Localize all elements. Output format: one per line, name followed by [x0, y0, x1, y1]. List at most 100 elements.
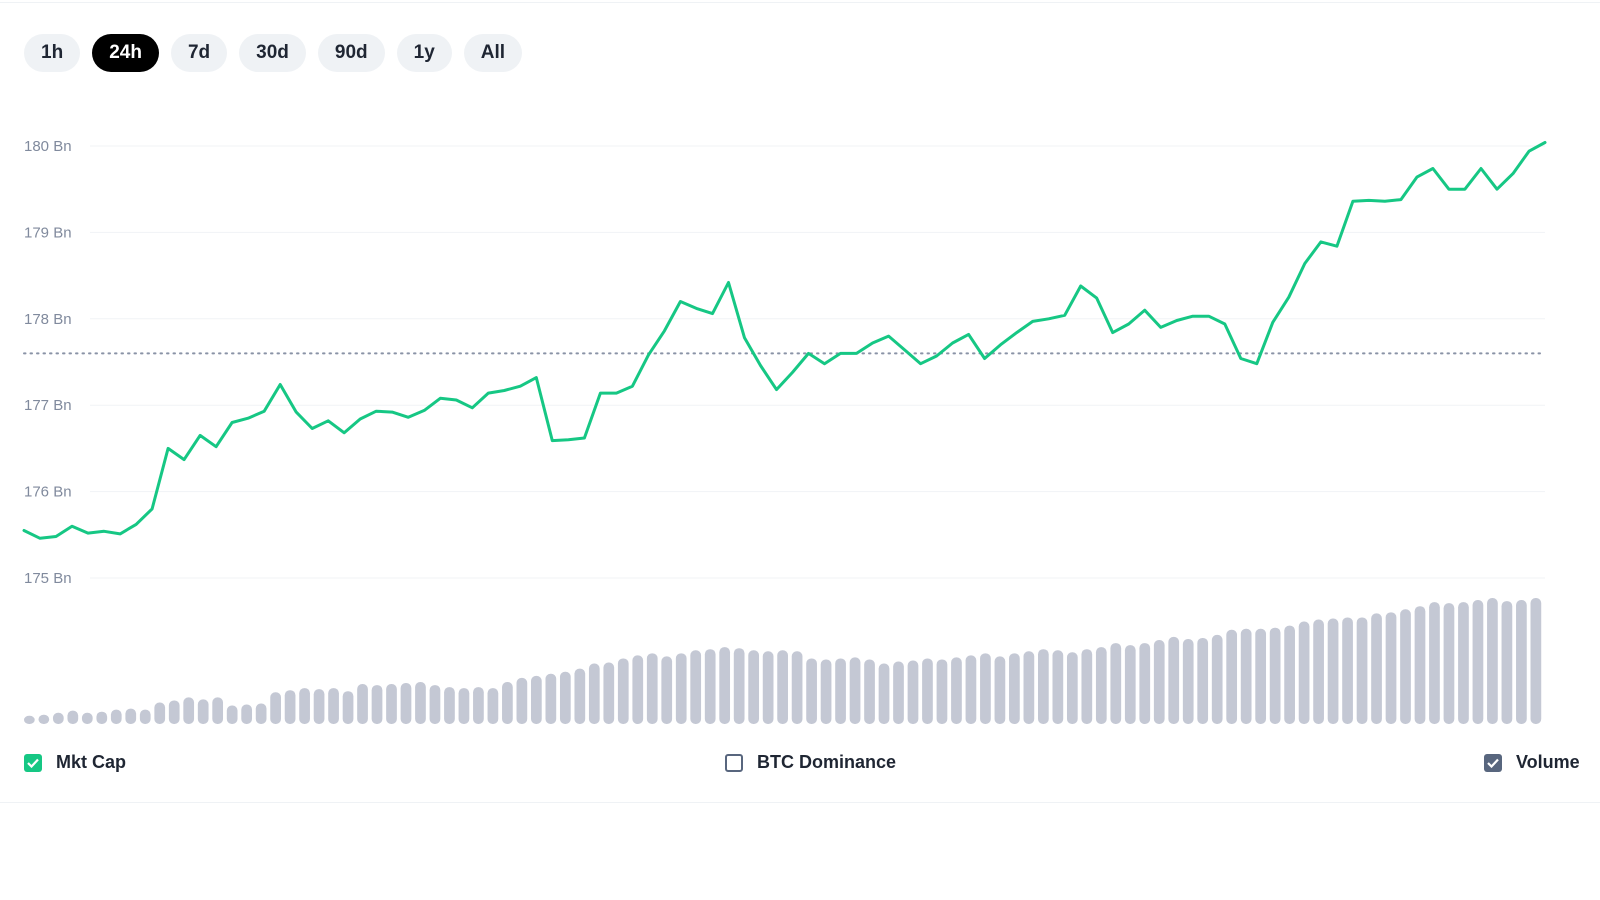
grid-layer	[23, 145, 1546, 579]
volume-bar	[183, 697, 195, 724]
volume-bar	[1530, 598, 1542, 724]
market-cap-line	[22, 141, 1547, 540]
volume-bar	[994, 656, 1006, 724]
volume-bar	[820, 659, 832, 724]
volume-bar	[473, 687, 484, 724]
legend-volume-label: Volume	[1516, 752, 1580, 772]
volume-bar	[1443, 603, 1455, 724]
volume-bar	[212, 697, 224, 724]
volume-bar	[849, 657, 861, 724]
volume-bar	[400, 683, 412, 724]
volume-bar	[1313, 619, 1324, 724]
legend-volume-toggle[interactable]: Volume	[1484, 752, 1580, 773]
volume-bar	[1038, 649, 1049, 724]
volume-bar	[922, 658, 933, 724]
volume-bar	[791, 651, 803, 724]
volume-bar	[574, 668, 586, 724]
volume-bar	[719, 647, 731, 724]
volume-bar	[458, 688, 470, 724]
volume-bar	[603, 662, 615, 724]
volume-bar	[878, 663, 890, 724]
volume-bar	[704, 649, 716, 724]
volume-bar	[762, 651, 774, 724]
range-1y-button[interactable]: 1y	[396, 34, 452, 72]
volume-bar	[313, 689, 325, 724]
range-all-button[interactable]: All	[463, 34, 523, 72]
volume-bar	[197, 699, 209, 724]
volume-bar	[139, 709, 151, 724]
volume-bar	[1009, 653, 1020, 724]
volume-bar	[1298, 621, 1310, 724]
volume-bar	[661, 656, 673, 724]
range-7d-button[interactable]: 7d	[170, 34, 228, 72]
volume-bar	[67, 710, 79, 724]
volume-bar	[980, 653, 991, 724]
range-90d-button[interactable]: 90d	[317, 34, 385, 72]
market-cap-chart[interactable]: 180 Bn 179 Bn 178 Bn 177 Bn 176 Bn 175 Bn	[0, 0, 1600, 740]
volume-bar	[81, 712, 93, 724]
y-axis: 180 Bn 179 Bn 178 Bn 177 Bn 176 Bn 175 Bn	[24, 138, 72, 587]
volume-bar	[1095, 647, 1107, 724]
volume-bar	[371, 685, 383, 724]
volume-bar	[328, 688, 339, 724]
legend-btc-dominance-toggle[interactable]: BTC Dominance	[725, 752, 896, 773]
volume-bar	[154, 702, 166, 724]
volume-bar	[835, 658, 846, 724]
volume-bar	[632, 655, 644, 724]
volume-bar	[1385, 612, 1397, 724]
volume-bar	[255, 703, 267, 724]
legend-btc-dominance-label: BTC Dominance	[757, 752, 897, 772]
volume-bar	[52, 712, 64, 724]
volume-bar	[951, 657, 962, 724]
volume-bar	[1327, 618, 1339, 724]
checkbox-empty-icon[interactable]	[725, 753, 743, 772]
volume-bar	[733, 648, 745, 724]
volume-bar	[125, 708, 137, 724]
volume-bar	[1342, 617, 1353, 724]
volume-bar	[1414, 606, 1426, 724]
volume-bar	[936, 659, 948, 724]
volume-bar	[1429, 602, 1440, 724]
volume-bar	[38, 714, 50, 724]
volume-bar	[1023, 651, 1035, 724]
volume-bar	[531, 675, 542, 724]
range-30d-button[interactable]: 30d	[239, 34, 306, 72]
volume-bar	[1168, 636, 1180, 724]
volume-bar	[1211, 634, 1223, 724]
legend-mkt-cap-label: Mkt Cap	[56, 752, 127, 772]
y-tick-label: 177 Bn	[24, 397, 72, 414]
volume-bar	[646, 653, 658, 724]
volume-bar	[907, 660, 919, 724]
volume-bar	[1458, 602, 1469, 724]
volume-bar	[1284, 625, 1295, 724]
volume-bar	[226, 705, 238, 724]
volume-bar	[1124, 645, 1136, 724]
volume-bar	[1516, 600, 1527, 724]
y-tick-label: 175 Bn	[24, 570, 72, 587]
volume-bar	[299, 688, 310, 724]
volume-bar	[1052, 650, 1064, 724]
bottom-divider	[0, 802, 1600, 803]
volume-bar	[965, 655, 977, 724]
checkbox-checked-icon[interactable]	[1484, 753, 1502, 772]
volume-bar	[1081, 649, 1093, 724]
volume-bar	[545, 673, 557, 724]
volume-bar	[588, 663, 600, 724]
volume-bar	[415, 682, 426, 724]
range-1h-button[interactable]: 1h	[24, 34, 81, 72]
volume-bar	[1501, 601, 1513, 724]
volume-bar	[241, 704, 253, 724]
volume-bar	[96, 711, 108, 724]
range-24h-button[interactable]: 24h	[92, 34, 159, 72]
volume-bar	[1153, 640, 1165, 724]
volume-bar	[777, 650, 788, 724]
volume-bar	[1487, 598, 1498, 724]
volume-bar	[1182, 638, 1194, 724]
legend-mkt-cap-toggle[interactable]: Mkt Cap	[24, 752, 126, 773]
checkbox-checked-icon[interactable]	[24, 753, 42, 772]
y-tick-label: 178 Bn	[24, 311, 72, 328]
volume-bar	[1400, 609, 1411, 724]
volume-bar	[1371, 613, 1382, 724]
volume-bar	[342, 691, 354, 724]
volume-bar	[1197, 637, 1209, 724]
